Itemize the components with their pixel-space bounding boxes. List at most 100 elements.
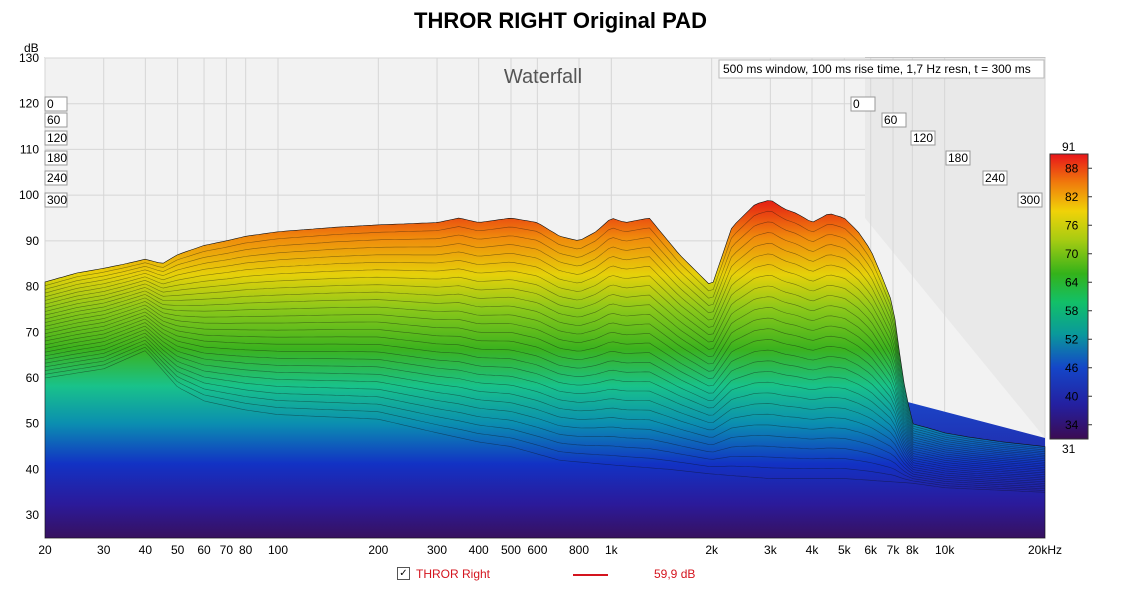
time-label-right-text: 300 <box>1020 193 1040 207</box>
colorbar-tick-label: 64 <box>1065 275 1079 289</box>
y-tick-label: 110 <box>20 142 39 156</box>
y-tick-label: 90 <box>26 234 40 248</box>
colorbar-tick-label: 52 <box>1065 332 1079 346</box>
decay-slice-line <box>44 294 1046 465</box>
colorbar-min: 31 <box>1062 442 1076 456</box>
decay-slice-line <box>44 311 1046 474</box>
time-label-right-text: 180 <box>948 151 968 165</box>
x-tick-label: 50 <box>171 543 185 557</box>
y-tick-label: 30 <box>26 508 40 522</box>
y-tick-label: 100 <box>19 188 39 202</box>
decay-slice-line <box>44 284 1046 461</box>
waterfall-surface <box>44 200 1046 539</box>
x-tick-label: 60 <box>197 543 211 557</box>
colorbar: 91 31 88 82 76 70 64 58 52 46 40 34 <box>1049 140 1092 456</box>
decay-slice-line <box>44 253 1046 456</box>
time-label-left: 180 <box>44 150 68 166</box>
slice-lines <box>44 210 1046 493</box>
decay-slice-line <box>44 315 1046 475</box>
series-checkbox[interactable]: ✓ <box>397 567 410 580</box>
colorbar-tick-label: 58 <box>1065 304 1079 318</box>
decay-slice-line <box>44 210 1046 449</box>
time-label-left-text: 180 <box>47 151 67 165</box>
decay-slice-line <box>44 221 1046 451</box>
legend: ✓ THROR Right 59,9 dB <box>0 566 1121 586</box>
y-axis-unit: dB <box>24 41 39 55</box>
y-tick-label: 130 <box>19 51 39 65</box>
x-tick-label: 500 <box>501 543 521 557</box>
x-tick-label: 2k <box>705 543 719 557</box>
decay-slice-line <box>44 274 1046 460</box>
time-label-left: 120 <box>44 130 68 146</box>
y-tick-label: 70 <box>26 325 40 339</box>
colorbar-tick-label: 34 <box>1065 418 1079 432</box>
decay-slice-line <box>44 343 1046 490</box>
colorbar-tick-label: 82 <box>1065 190 1079 204</box>
x-tick-label: 30 <box>97 543 111 557</box>
x-tick-label: 300 <box>427 543 447 557</box>
time-label-right-text: 0 <box>853 97 860 111</box>
time-label-left-text: 60 <box>47 113 61 127</box>
x-tick-label: 5k <box>838 543 852 557</box>
time-label-left: 240 <box>44 170 68 186</box>
decay-slice-line <box>44 325 1046 481</box>
decay-slice-line <box>44 350 1046 493</box>
decay-slice-line <box>44 332 1046 484</box>
y-tick-label: 120 <box>19 97 39 111</box>
time-label-right-text: 240 <box>985 171 1005 185</box>
time-labels-left: 0 60 120 180 240 300 <box>44 96 68 208</box>
time-label-right: 180 <box>945 150 971 166</box>
decay-slice-line <box>44 318 1046 477</box>
time-label-right: 0 <box>850 96 876 112</box>
decay-slice-line <box>44 297 1046 467</box>
legend-series-name: THROR Right <box>416 567 491 581</box>
legend-series-line <box>573 574 608 576</box>
time-label-right: 300 <box>1017 192 1043 208</box>
y-tick-label: 60 <box>26 371 40 385</box>
x-tick-label: 6k <box>864 543 878 557</box>
decay-slice-line <box>44 336 1046 486</box>
y-tick-label: 50 <box>26 417 40 431</box>
surface-fill <box>44 200 1046 539</box>
chart-title: THROR RIGHT Original PAD <box>414 8 707 33</box>
x-tick-label: 600 <box>527 543 547 557</box>
colorbar-gradient <box>1049 153 1089 440</box>
colorbar-tick-label: 46 <box>1065 361 1079 375</box>
time-label-left: 0 <box>44 96 68 112</box>
decay-slice-line <box>44 329 1046 482</box>
decay-slice-line <box>44 346 1046 491</box>
x-tick-label: 8k <box>906 543 920 557</box>
decay-slice-line <box>44 339 1046 488</box>
y-tick-label: 40 <box>26 462 40 476</box>
decay-slice-line <box>44 322 1046 479</box>
decay-slice-line <box>44 308 1046 472</box>
decay-slice-line <box>44 290 1046 463</box>
colorbar-tick-label: 88 <box>1065 161 1079 175</box>
time-label-left-text: 300 <box>47 193 67 207</box>
x-tick-label: 400 <box>469 543 489 557</box>
colorbar-tick-label: 40 <box>1065 389 1079 403</box>
legend-series-value: 59,9 dB <box>654 567 696 581</box>
time-label-left-text: 120 <box>47 131 67 145</box>
time-label-right: 240 <box>982 170 1008 186</box>
x-tick-label: 1k <box>605 543 619 557</box>
x-tick-label: 7k <box>887 543 901 557</box>
decay-slice-line <box>44 304 1046 470</box>
time-label-left-text: 240 <box>47 171 67 185</box>
time-label-right: 60 <box>881 112 907 128</box>
time-label-right: 120 <box>910 130 936 146</box>
annotation-box <box>718 59 1045 79</box>
colorbar-tick-label: 70 <box>1065 247 1079 261</box>
decay-slice-line <box>44 232 1046 453</box>
time-label-left: 60 <box>44 112 68 128</box>
chart-subtitle: Waterfall <box>504 66 582 88</box>
x-tick-label: 20kHz <box>1028 543 1062 557</box>
annotation-text: 500 ms window, 100 ms rise time, 1,7 Hz … <box>723 62 1031 76</box>
time-label-left-text: 0 <box>47 97 54 111</box>
x-tick-label: 4k <box>806 543 820 557</box>
x-tick-label: 100 <box>268 543 288 557</box>
x-tick-label: 70 <box>220 543 234 557</box>
x-tick-label: 20 <box>38 543 52 557</box>
colorbar-tick-label: 76 <box>1065 218 1079 232</box>
